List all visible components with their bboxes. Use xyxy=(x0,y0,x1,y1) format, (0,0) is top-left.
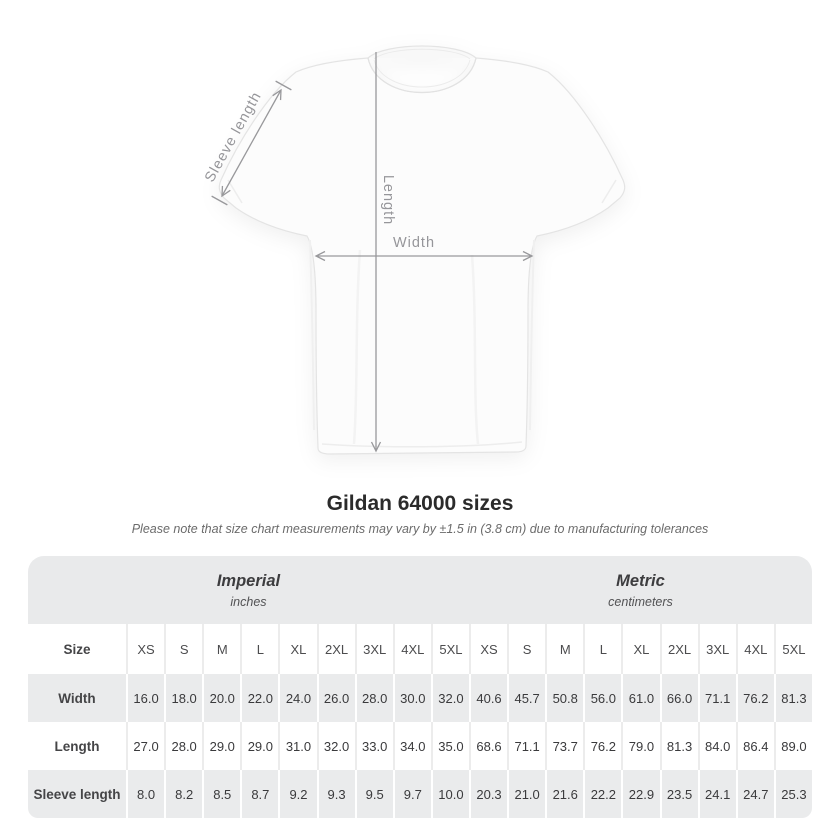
table-cell: 10.0 xyxy=(430,770,469,818)
table-cell: 84.0 xyxy=(697,722,736,770)
table-cell: 20.0 xyxy=(202,674,240,722)
size-header-metric-4xl: 4XL xyxy=(735,624,774,674)
size-header-row: Size XS S M L XL 2XL 3XL 4XL 5XL XS S M L XL 2XL 3XL 4XL 5… xyxy=(28,624,812,674)
tshirt-diagram-svg: Length Width Sleeve length xyxy=(202,45,626,455)
row-label: Length xyxy=(54,738,100,754)
table-cell: 33.0 xyxy=(354,722,393,770)
table-cell: 45.7 xyxy=(507,674,545,722)
size-header-imperial-m: M xyxy=(202,624,240,674)
table-cell: 56.0 xyxy=(583,674,621,722)
table-cell: 25.3 xyxy=(773,770,812,818)
table-cell: 73.7 xyxy=(545,722,583,770)
table-cell: 21.0 xyxy=(507,770,545,818)
size-header-metric-xl: XL xyxy=(621,624,659,674)
metric-unit-label: centimeters xyxy=(608,594,673,609)
size-header-metric-l: L xyxy=(583,624,621,674)
table-cell: 22.0 xyxy=(240,674,278,722)
table-cell: 9.5 xyxy=(354,770,393,818)
table-cell: 20.3 xyxy=(468,770,507,818)
table-cell: 9.2 xyxy=(278,770,316,818)
size-header-metric-xs: XS xyxy=(468,624,507,674)
table-cell: 28.0 xyxy=(164,722,202,770)
table-cell: 81.3 xyxy=(773,674,812,722)
table-cell: 9.3 xyxy=(316,770,355,818)
table-cell: 81.3 xyxy=(659,722,698,770)
table-cell: 35.0 xyxy=(430,722,469,770)
table-cell: 61.0 xyxy=(621,674,659,722)
imperial-group-header: Imperial inches xyxy=(28,556,469,624)
table-cell: 71.1 xyxy=(697,674,736,722)
table-row-sleeve-length: Sleeve length 8.0 8.2 8.5 8.7 9.2 9.3 9.5 9.7 10.… xyxy=(28,770,812,818)
table-cell: 31.0 xyxy=(278,722,316,770)
table-cell: 79.0 xyxy=(621,722,659,770)
table-cell: 89.0 xyxy=(773,722,812,770)
size-table: Imperial inches Metric centimeters Size XS S M L… xyxy=(28,556,812,818)
table-cell: 8.7 xyxy=(240,770,278,818)
table-cell: 8.0 xyxy=(125,770,164,818)
unit-band-row: Imperial inches Metric centimeters xyxy=(28,556,812,624)
table-cell: 22.2 xyxy=(583,770,621,818)
size-header-imperial-4xl: 4XL xyxy=(392,624,431,674)
table-cell: 50.8 xyxy=(545,674,583,722)
table-cell: 29.0 xyxy=(202,722,240,770)
table-cell: 34.0 xyxy=(392,722,431,770)
size-header-imperial-xl: XL xyxy=(278,624,316,674)
row-label: Width xyxy=(58,690,96,706)
length-label: Length xyxy=(380,175,396,225)
page-title: Gildan 64000 sizes xyxy=(326,492,514,515)
table-cell: 24.1 xyxy=(697,770,736,818)
table-cell: 71.1 xyxy=(507,722,545,770)
imperial-unit-label: inches xyxy=(230,594,267,609)
size-header-metric-s: S xyxy=(507,624,545,674)
table-cell: 23.5 xyxy=(659,770,698,818)
tolerance-note: Please note that size chart measurements… xyxy=(131,522,709,536)
table-cell: 28.0 xyxy=(354,674,393,722)
table-cell: 26.0 xyxy=(316,674,355,722)
imperial-label: Imperial xyxy=(216,571,281,590)
sleeve-length-dimension-line xyxy=(211,80,292,206)
metric-group-header: Metric centimeters xyxy=(468,556,812,624)
table-cell: 24.0 xyxy=(278,674,316,722)
size-table-container: Imperial inches Metric centimeters Size XS S M L… xyxy=(28,556,812,818)
width-label: Width xyxy=(393,235,435,251)
size-header-metric-m: M xyxy=(545,624,583,674)
length-dimension-line xyxy=(370,52,382,453)
size-header-imperial-xs: XS xyxy=(125,624,164,674)
table-row-length: Length 27.0 28.0 29.0 29.0 31.0 32.0 33.0 34.0 35… xyxy=(28,722,812,770)
table-row-width: Width 16.0 18.0 20.0 22.0 24.0 26.0 28.0 30.0 32.… xyxy=(28,674,812,722)
size-column-header: Size xyxy=(63,641,91,657)
table-cell: 68.6 xyxy=(468,722,507,770)
table-cell: 32.0 xyxy=(316,722,355,770)
tshirt-measurement-diagram: Length Width Sleeve length xyxy=(202,45,626,455)
table-cell: 16.0 xyxy=(125,674,164,722)
table-cell: 76.2 xyxy=(583,722,621,770)
table-cell: 18.0 xyxy=(164,674,202,722)
width-dimension-line xyxy=(314,250,534,262)
size-header-imperial-3xl: 3XL xyxy=(354,624,393,674)
size-header-imperial-s: S xyxy=(164,624,202,674)
table-cell: 24.7 xyxy=(735,770,774,818)
table-cell: 66.0 xyxy=(659,674,698,722)
table-cell: 8.2 xyxy=(164,770,202,818)
table-cell: 9.7 xyxy=(392,770,431,818)
table-cell: 32.0 xyxy=(430,674,469,722)
size-header-metric-5xl: 5XL xyxy=(773,624,812,674)
table-cell: 40.6 xyxy=(468,674,507,722)
table-cell: 21.6 xyxy=(545,770,583,818)
size-header-imperial-2xl: 2XL xyxy=(316,624,355,674)
table-cell: 29.0 xyxy=(240,722,278,770)
size-header-imperial-l: L xyxy=(240,624,278,674)
table-cell: 22.9 xyxy=(621,770,659,818)
table-cell: 30.0 xyxy=(392,674,431,722)
size-header-metric-3xl: 3XL xyxy=(697,624,736,674)
size-header-imperial-5xl: 5XL xyxy=(430,624,469,674)
table-cell: 8.5 xyxy=(202,770,240,818)
size-header-metric-2xl: 2XL xyxy=(659,624,698,674)
table-cell: 27.0 xyxy=(125,722,164,770)
row-label: Sleeve length xyxy=(33,786,121,802)
table-cell: 86.4 xyxy=(735,722,774,770)
metric-label: Metric xyxy=(616,571,665,590)
table-cell: 76.2 xyxy=(735,674,774,722)
